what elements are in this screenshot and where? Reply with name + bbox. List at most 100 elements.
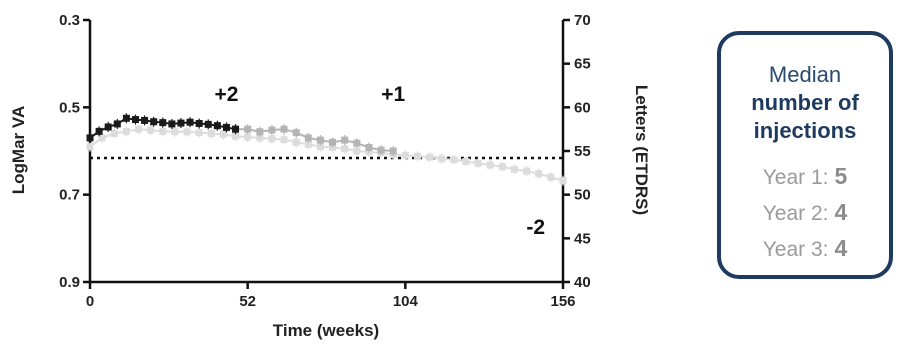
series-point <box>547 173 555 181</box>
y-right-tick-label: 65 <box>574 56 591 73</box>
y-left-tick-label: 0.3 <box>59 12 80 29</box>
series-point <box>413 152 421 160</box>
y-right-tick-label: 70 <box>574 12 591 29</box>
series-point <box>86 134 94 142</box>
series-point <box>159 119 167 127</box>
series-point <box>316 136 324 144</box>
va-chart: 0.3 0.5 0.7 0.9 40 45 50 55 60 65 70 0 52 104 156 +2 +1… <box>9 12 651 340</box>
series-point <box>280 125 288 133</box>
series-point <box>222 123 230 131</box>
callout-row-year-2: Year 2: 4 <box>721 195 889 231</box>
year-label: Year 3: <box>762 238 829 261</box>
series-point <box>450 156 458 164</box>
series-point <box>113 120 121 128</box>
series-point <box>523 167 531 175</box>
series-point <box>280 136 288 144</box>
callout-subtitle-2: injections <box>753 118 857 143</box>
y-axis-right-title: Letters (ETDRS) <box>632 85 651 215</box>
injections-callout: Median number of injections Year 1: 5 Yea… <box>717 31 893 279</box>
change-annotation: -2 <box>526 216 545 239</box>
callout-subtitle-1: number of <box>751 90 859 115</box>
series-point <box>131 116 139 124</box>
series-point <box>244 125 252 133</box>
year-label: Year 1: <box>762 166 829 189</box>
year-label: Year 2: <box>762 202 829 225</box>
y-right-tick-label: 55 <box>574 143 591 160</box>
series-point <box>559 177 567 185</box>
year-value: 4 <box>834 199 848 225</box>
series-point <box>183 128 191 136</box>
series-point <box>135 125 143 133</box>
series-line <box>89 128 564 182</box>
series-point <box>316 143 324 151</box>
series-point <box>207 130 215 138</box>
series-point <box>159 127 167 135</box>
series-point <box>256 128 264 136</box>
series-point <box>341 136 349 144</box>
y-axis-left-title: LogMar VA <box>9 106 28 194</box>
series-point <box>147 126 155 134</box>
series-point <box>389 147 397 155</box>
series-point <box>498 163 506 171</box>
series-point <box>438 155 446 163</box>
series-point <box>535 170 543 178</box>
series-point <box>304 140 312 148</box>
x-tick-label: 52 <box>239 293 256 310</box>
callout-row-year-1: Year 1: 5 <box>721 159 889 195</box>
y-right-tick-label: 45 <box>574 230 591 247</box>
y-right-tick-label: 50 <box>574 187 591 204</box>
series-point <box>292 138 300 146</box>
series-point <box>365 144 373 152</box>
x-tick-label: 156 <box>550 293 575 310</box>
x-tick-label: 0 <box>86 293 94 310</box>
series-point <box>329 144 337 152</box>
series-point <box>110 130 118 138</box>
series-point <box>177 119 185 127</box>
series-point <box>232 125 240 133</box>
series-point <box>150 118 158 126</box>
series-point <box>353 147 361 155</box>
y-left-tick-label: 0.5 <box>59 99 80 116</box>
series-point <box>462 157 470 165</box>
y-right-tick-label: 40 <box>574 274 591 291</box>
year-value: 4 <box>834 235 848 261</box>
year-value: 5 <box>834 163 848 189</box>
x-axis-title: Time (weeks) <box>273 321 379 340</box>
change-annotation: +1 <box>381 83 405 106</box>
series-point <box>256 134 264 142</box>
y-left-tick-label: 0.7 <box>59 187 80 204</box>
series-point <box>244 133 252 141</box>
series-point <box>377 146 385 154</box>
series-point <box>104 123 112 131</box>
series-point <box>186 118 194 126</box>
series-point <box>304 134 312 142</box>
series-point <box>95 127 103 135</box>
series-point <box>292 129 300 137</box>
series-point <box>122 127 130 135</box>
series-point <box>426 153 434 161</box>
series-point <box>341 145 349 153</box>
y-left-tick-label: 0.9 <box>59 274 80 291</box>
series-point <box>122 114 130 122</box>
callout-title: Median <box>768 62 842 87</box>
series-point <box>268 126 276 134</box>
callout-row-year-3: Year 3: 4 <box>721 231 889 267</box>
series-point <box>510 165 518 173</box>
series-point <box>401 151 409 159</box>
series-point <box>329 138 337 146</box>
series-point <box>486 161 494 169</box>
series-point <box>168 120 176 128</box>
series-point <box>232 132 240 140</box>
series-point <box>195 129 203 137</box>
series-point <box>86 143 94 151</box>
y-right-tick-label: 60 <box>574 99 591 116</box>
series-point <box>213 122 221 130</box>
x-tick-label: 104 <box>393 293 419 310</box>
series-point <box>171 128 179 136</box>
series-point <box>141 116 149 124</box>
series-point <box>268 135 276 143</box>
series-point <box>474 159 482 167</box>
series-point <box>204 120 212 128</box>
change-annotation: +2 <box>214 83 238 106</box>
series-point <box>219 130 227 138</box>
